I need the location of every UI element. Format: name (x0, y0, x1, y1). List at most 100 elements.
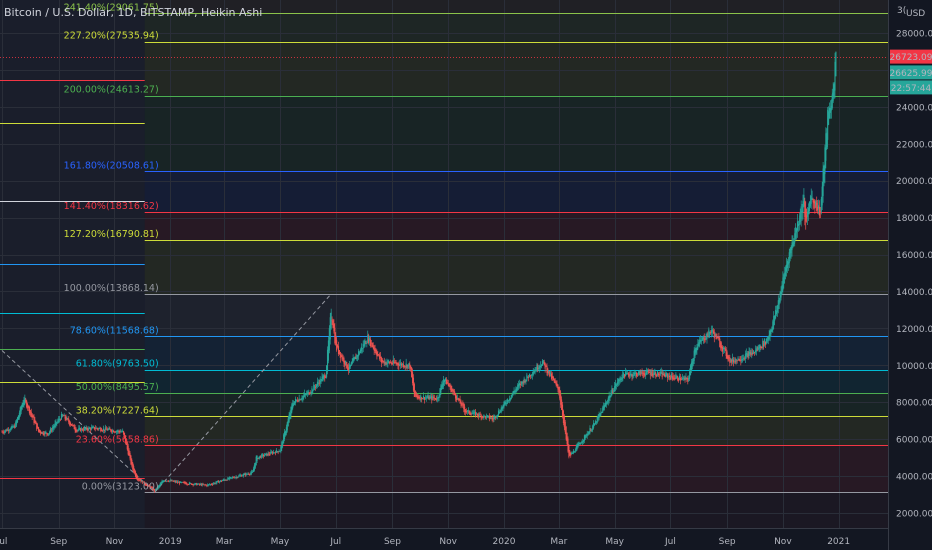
candle-body (586, 433, 588, 437)
candle-body (124, 435, 126, 444)
candle-body (354, 356, 356, 360)
candle-body (660, 371, 662, 374)
candle-body (717, 336, 719, 339)
candle-body (732, 359, 735, 363)
candle-body (621, 378, 623, 380)
candle-body (251, 471, 254, 473)
candle-body (573, 451, 575, 453)
candle-body (793, 240, 795, 245)
candle-body (813, 200, 815, 204)
candle-body (773, 316, 775, 326)
candle-body (716, 336, 718, 338)
candle-body (232, 477, 234, 479)
candle-body (227, 477, 229, 481)
fib-band (144, 95, 888, 172)
candle-body (785, 267, 787, 276)
candle-body (77, 429, 79, 431)
candle-body (210, 484, 212, 486)
candle-body (168, 480, 170, 482)
candle-body (291, 404, 293, 412)
candle-body (420, 395, 422, 399)
time-tick-label: Jul (0, 537, 7, 547)
candle-body (454, 393, 457, 399)
candle-body (724, 348, 726, 350)
candle-body (806, 215, 808, 219)
candle-body (187, 483, 189, 485)
candle-body (550, 373, 553, 379)
candle-body (378, 354, 380, 356)
candle-body (796, 228, 798, 233)
fib-band (144, 0, 888, 14)
time-tick-label: 2021 (827, 537, 850, 547)
candle-body (425, 397, 427, 399)
candle-body (441, 384, 443, 389)
candle-body (456, 397, 458, 399)
candle-body (78, 428, 80, 431)
candle-body (237, 476, 239, 478)
price-tick-label: 2000.00 (896, 510, 932, 520)
candle-body (551, 376, 554, 378)
candle-body (463, 404, 465, 409)
candle-body (460, 401, 462, 406)
candle-body (598, 414, 600, 419)
candle-body (822, 168, 824, 196)
candle-body (345, 361, 347, 364)
candle-body (568, 445, 570, 458)
candle-body (413, 384, 415, 397)
candle-body (465, 409, 467, 413)
candle-body (393, 361, 395, 363)
fib-trend-line[interactable] (154, 293, 332, 493)
candle-body (344, 360, 346, 366)
candle-body (525, 379, 527, 382)
candle-body (553, 378, 555, 383)
candle-body (55, 421, 57, 426)
candle-body (240, 475, 242, 476)
time-axis[interactable]: Jul Sep Nov 2019 Mar May Jul Sep Nov 2020 Mar May Ju… (0, 537, 850, 547)
candle-body (277, 451, 279, 453)
candle-body (169, 480, 171, 482)
candle-body (121, 431, 123, 433)
candle-body (507, 399, 509, 403)
candle-body (289, 413, 291, 419)
candle-body (763, 344, 765, 347)
candle-body (392, 359, 394, 364)
candle-body (269, 453, 271, 455)
candle-body (617, 379, 619, 384)
candle-body (628, 374, 630, 377)
candle-body (486, 415, 488, 418)
candle-body (495, 416, 497, 418)
candle-body (832, 92, 834, 102)
candle-body (410, 366, 412, 369)
candle-body (208, 484, 210, 486)
price-tick-label: 20000.00 (896, 177, 932, 187)
candle-body (110, 429, 112, 432)
candle-body (509, 397, 511, 400)
candle-body (795, 227, 797, 238)
candle-body (715, 334, 717, 340)
fib-band (144, 336, 888, 370)
symbol-title[interactable]: Bitcoin / U.S. Dollar, 1D, BITSTAMP, Hei… (4, 6, 263, 19)
candle-body (10, 427, 12, 430)
candle-body (494, 415, 496, 419)
candle-body (5, 429, 7, 432)
candle-body (527, 376, 529, 378)
currency-label[interactable]: USD (906, 9, 925, 19)
candle-body (155, 489, 158, 490)
candle-body (255, 456, 257, 466)
candle-body (230, 477, 233, 479)
candle-body (76, 430, 78, 432)
candle-body (326, 349, 329, 372)
candle-body (559, 389, 561, 399)
candle-body (792, 241, 794, 247)
candle-body (99, 428, 101, 429)
candle-body (655, 372, 657, 377)
candle-body (588, 431, 590, 435)
fib-band (144, 445, 888, 493)
candle-body (754, 350, 756, 353)
fib-band (144, 369, 888, 394)
candle-body (432, 396, 434, 399)
candle-body (112, 430, 114, 432)
candle-body (28, 406, 30, 414)
candle-body (497, 414, 499, 417)
